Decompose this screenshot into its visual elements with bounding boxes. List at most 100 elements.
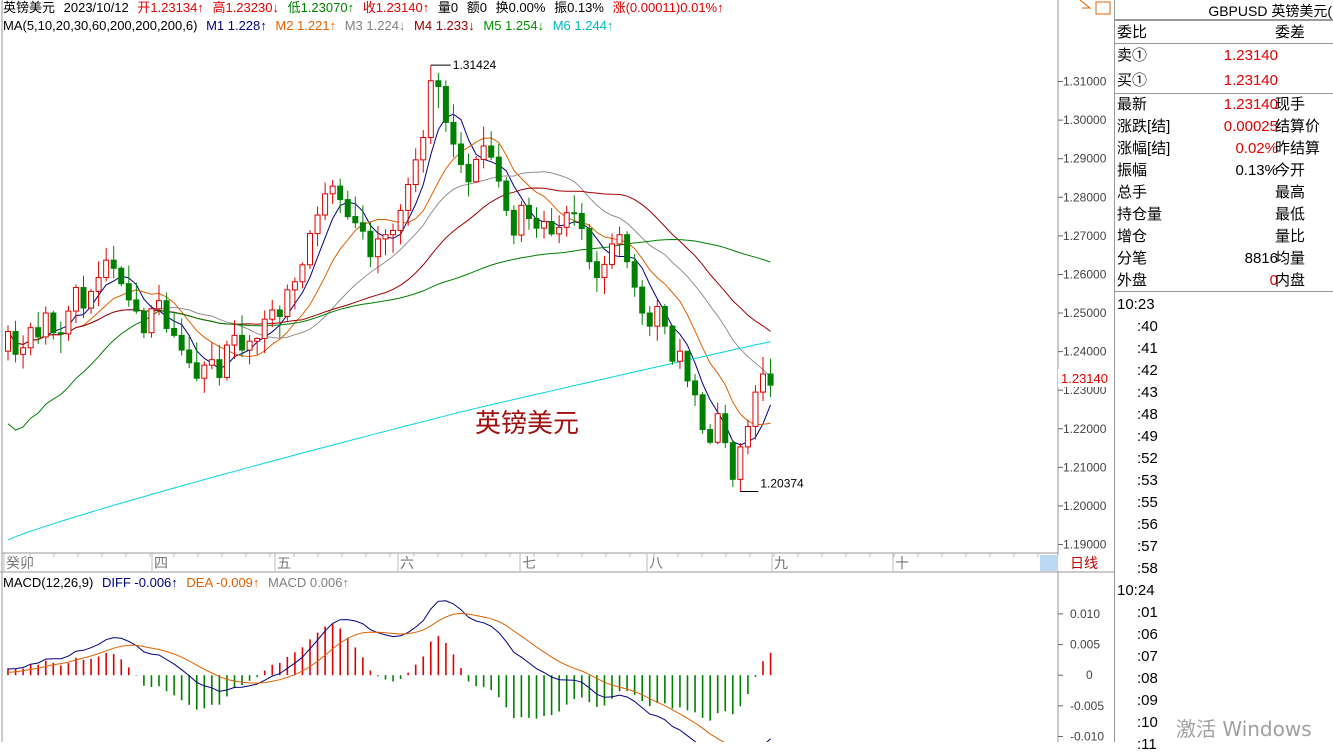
tick-time: :48 [1137,406,1158,423]
month-label: 六 [400,556,414,572]
candle-body [359,222,366,232]
tick-time: :41 [1137,340,1158,357]
tick-time: :09 [1137,692,1158,709]
candle-body [27,327,34,349]
quote-label-2: 均量 [1275,250,1306,267]
scroll-handle[interactable] [1040,555,1058,571]
candle-body [216,359,223,378]
quote-value: 1.23140 [1223,96,1278,113]
candle-body [699,394,706,431]
candle-body [80,287,87,309]
quote-label: 涨幅[结] [1117,140,1171,157]
price-tick-label: 1.29000 [1063,152,1107,166]
candle-body [276,309,283,317]
candle-body [156,300,162,310]
ma-m3: M3 1.224↓ [344,18,406,33]
period-tab[interactable] [1058,555,1114,571]
current-price-box [1058,369,1114,387]
candle-body [488,145,495,158]
candle-body [420,136,427,161]
candle-body [518,204,525,236]
price-tick-label: 1.20000 [1063,499,1107,513]
price-tick-label: 1.31000 [1063,75,1107,89]
candle-body [352,216,359,224]
candle-body [223,344,230,378]
price-tick-label: 1.27000 [1063,229,1107,243]
candle-body [382,234,389,240]
quote-row: 分笔 8816 均量 [1117,248,1332,270]
tick-time: :57 [1137,538,1158,555]
candle-body [344,199,351,218]
candle-body [593,261,600,279]
low-value: 低1.23070↑ [287,0,355,15]
chart-canvas: 癸卯 四 五 六 七 八 九 十 1.31000 1.30000 1.29000 1.28000 1.… [0,0,1114,742]
windows-watermark: 激活 Windows [1176,717,1312,741]
quote-row: 卖① 1.23140 [1117,45,1332,67]
candle-body [548,221,555,235]
candle-body [465,163,472,183]
candle-body [148,308,155,334]
macd-tick-label: 0.005 [1070,638,1100,652]
candle-body [646,312,653,327]
candle-body [412,159,419,186]
candle-body [458,143,464,165]
macd-params: MACD(12,26,9) [3,575,94,590]
candle-body [254,337,261,342]
quote-row: 外盘 0 内盘 [1117,270,1332,292]
macd-axis: 0.010 0.005 0 -0.005 -0.010 [1058,607,1104,742]
quote-value: 0.13% [1235,162,1278,179]
ma200-line [7,341,771,541]
price-tick-label: 1.25000 [1063,306,1107,320]
quote-row: 总手 最高 [1117,182,1332,204]
candle-body [140,310,147,334]
ma10-line [7,137,771,426]
candle-body [397,209,404,231]
panel-divider [1115,43,1333,44]
candle-body [42,312,49,338]
tick-time: :07 [1137,648,1158,665]
candle-body [201,364,208,379]
candle-body [510,209,517,236]
macd-header: MACD(12,26,9) DIFF -0.006↑ DEA -0.009↑ M… [3,575,354,591]
candle-body [246,340,253,351]
candle-body [729,442,736,480]
candle-body [495,156,502,182]
candle-body [261,318,268,339]
quote-row: 涨幅[结] 0.02% 昨结算 [1117,138,1332,160]
ma60-line [7,238,771,431]
quote-row: 最新 1.23140 现手 [1117,94,1332,116]
month-label: 十 [895,556,909,572]
quote-value: 1.23140 [1223,47,1278,64]
quote-value: 0.00025 [1223,118,1278,135]
candle-body [57,332,64,335]
ma-lines [7,113,771,541]
panel-title-bar: GBPUSD 英镑美元( [1115,0,1333,20]
expand-icon[interactable] [1095,1,1111,15]
current-price-label: 1.23140 [1061,371,1108,386]
candle-body [50,312,57,334]
panel-divider [1115,20,1333,21]
quote-label-2: 昨结算 [1275,140,1321,157]
ma5-line [7,113,771,446]
quote-label: 振幅 [1117,162,1148,179]
candle-body [676,350,683,362]
quote-row: 涨跌[结] 0.00025 结算价 [1117,116,1332,138]
candle-body [118,267,125,285]
month-label: 四 [154,556,168,572]
quote-label-2: 内盘 [1275,272,1306,289]
high-value: 高1.23230↓ [212,0,279,15]
candle-body [654,305,661,327]
candle-body [163,300,170,329]
quote-panel: GBPUSD 英镑美元( 委比 委差 卖① 1.23140 买① 1.23140 最新 1.2… [1114,0,1333,753]
quote-row: 振幅 0.13% 今开 [1117,160,1332,182]
macd-value: MACD 0.006↑ [268,575,349,590]
candle-body [133,299,140,312]
tick-time: :06 [1137,626,1158,643]
candle-body [586,228,593,263]
candle-body [5,331,11,352]
candle-body [178,334,185,351]
candle-body [661,305,668,327]
candle-body [722,413,729,444]
price-tick-label: 1.30000 [1063,113,1107,127]
bar-date: 2023/10/12 [63,0,129,15]
